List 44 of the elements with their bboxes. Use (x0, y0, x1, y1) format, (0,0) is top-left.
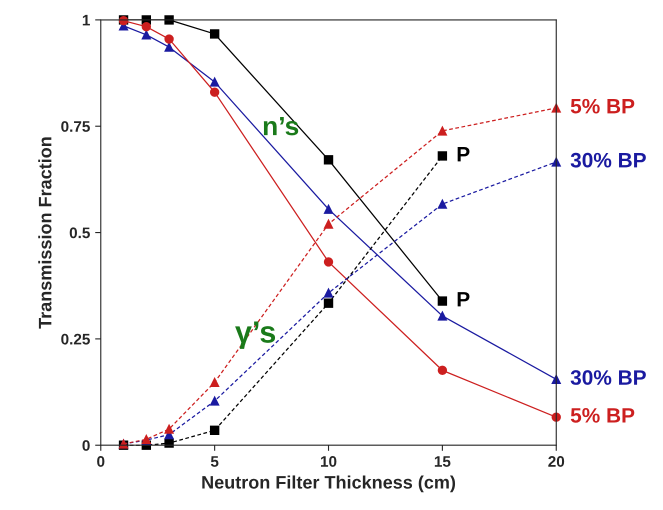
y-tick-label: 0.25 (61, 334, 90, 345)
x-tick-label: 0 (97, 456, 104, 467)
y-tick-label: 0 (82, 440, 90, 451)
series-label: 30% BP (570, 370, 646, 385)
series-label: P (458, 147, 470, 162)
y-tick-label: 0.75 (61, 121, 90, 132)
annotation: γ’s (235, 322, 276, 349)
series-label: 5% BP (570, 98, 634, 114)
x-tick-label: 5 (210, 456, 218, 467)
point (210, 378, 220, 387)
point (438, 296, 448, 306)
x-axis-title: Neutron Filter Thickness (cm) (202, 475, 456, 492)
point (438, 366, 448, 376)
point (164, 42, 174, 52)
point (210, 77, 220, 87)
y-tick-label: 1 (82, 14, 90, 26)
series-label: 30% BP (570, 152, 646, 168)
point (438, 311, 448, 321)
annotation: n’s (264, 117, 298, 136)
point (438, 151, 448, 161)
series-label: P (458, 292, 470, 306)
point (210, 426, 220, 436)
y-tick-label: 0.5 (70, 227, 90, 238)
point (210, 29, 220, 39)
point (210, 396, 220, 406)
point (324, 288, 334, 298)
point (324, 155, 334, 165)
y-axis-title: Transmission Fraction (38, 137, 52, 329)
point (324, 298, 334, 308)
point (324, 204, 334, 214)
point (210, 88, 220, 97)
series-label: 5% BP (570, 408, 634, 423)
point (324, 257, 334, 267)
x-tick-label: 10 (320, 456, 336, 467)
point (164, 15, 174, 25)
point (142, 30, 152, 40)
point (438, 199, 448, 209)
point (142, 22, 152, 32)
point (164, 34, 174, 44)
x-tick-label: 20 (548, 456, 564, 467)
point (438, 126, 448, 136)
x-tick-label: 15 (434, 456, 450, 467)
point (324, 219, 334, 229)
point (164, 424, 174, 434)
